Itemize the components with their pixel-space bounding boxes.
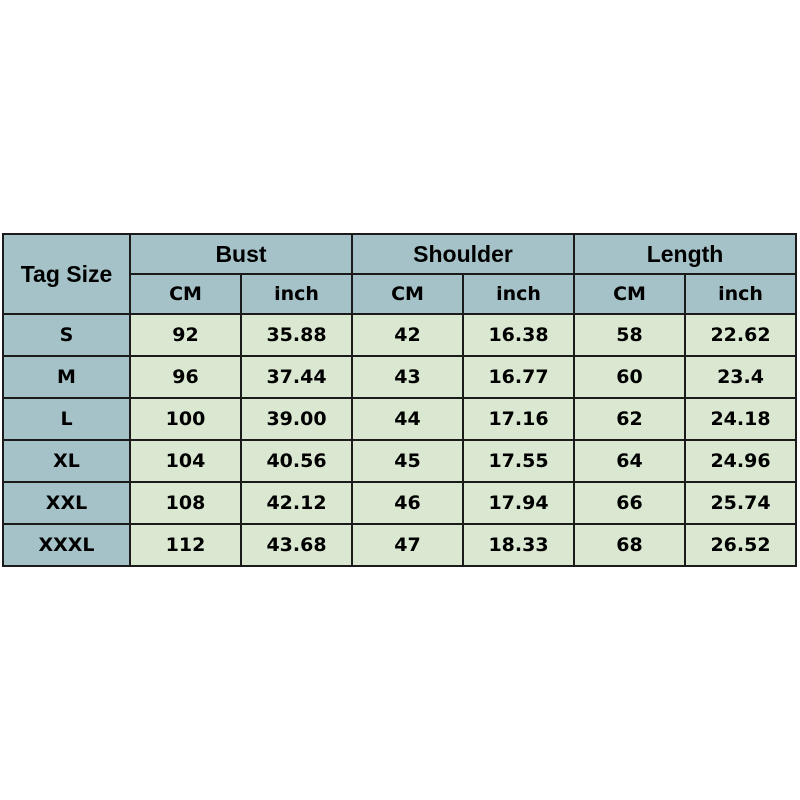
measurement-cell: 26.52 [684, 523, 798, 567]
measurement-cell: 100 [129, 397, 242, 441]
table-row: M 96 37.44 43 16.77 60 23.4 [2, 355, 798, 399]
measurement-cell: 64 [573, 439, 687, 483]
measurement-cell: 17.55 [461, 439, 576, 483]
measurement-cell: 16.38 [461, 313, 576, 357]
table-row: XXXL 112 43.68 47 18.33 68 26.52 [2, 523, 798, 567]
measurement-cell: 42 [351, 313, 464, 357]
measurement-cell: 68 [573, 523, 687, 567]
row-size-label: L [2, 397, 131, 441]
measurement-cell: 62 [573, 397, 687, 441]
measurement-cell: 112 [129, 523, 242, 567]
unit-header-bust-inch: inch [240, 273, 353, 315]
measurement-cell: 43.68 [240, 523, 353, 567]
row-size-label: M [2, 355, 131, 399]
measurement-cell: 24.96 [684, 439, 798, 483]
measurement-cell: 58 [573, 313, 687, 357]
measurement-cell: 18.33 [461, 523, 576, 567]
unit-header-length-cm: CM [573, 273, 687, 315]
measurement-cell: 17.94 [461, 481, 576, 525]
measurement-cell: 35.88 [240, 313, 353, 357]
measurement-cell: 46 [351, 481, 464, 525]
tag-size-header: Tag Size [2, 233, 131, 315]
measurement-cell: 44 [351, 397, 464, 441]
unit-header-bust-cm: CM [129, 273, 242, 315]
measurement-cell: 45 [351, 439, 464, 483]
measurement-cell: 23.4 [684, 355, 798, 399]
measurement-cell: 25.74 [684, 481, 798, 525]
column-group-length: Length [573, 233, 798, 275]
table-row: L 100 39.00 44 17.16 62 24.18 [2, 397, 798, 441]
measurement-cell: 37.44 [240, 355, 353, 399]
measurement-cell: 43 [351, 355, 464, 399]
measurement-cell: 96 [129, 355, 242, 399]
measurement-cell: 16.77 [461, 355, 576, 399]
unit-header-shoulder-cm: CM [351, 273, 464, 315]
column-group-bust: Bust [129, 233, 353, 275]
row-size-label: XXL [2, 481, 131, 525]
measurement-cell: 47 [351, 523, 464, 567]
measurement-cell: 22.62 [684, 313, 798, 357]
row-size-label: S [2, 313, 131, 357]
measurement-cell: 108 [129, 481, 242, 525]
row-size-label: XXXL [2, 523, 131, 567]
row-size-label: XL [2, 439, 131, 483]
measurement-cell: 24.18 [684, 397, 798, 441]
measurement-cell: 66 [573, 481, 687, 525]
table-row: XXL 108 42.12 46 17.94 66 25.74 [2, 481, 798, 525]
table-row: S 92 35.88 42 16.38 58 22.62 [2, 313, 798, 357]
measurement-cell: 60 [573, 355, 687, 399]
column-group-shoulder: Shoulder [350, 233, 576, 275]
size-chart-table: Tag Size Bust Shoulder Length CM inch CM… [2, 233, 798, 567]
measurement-cell: 40.56 [240, 439, 353, 483]
unit-header-shoulder-inch: inch [461, 273, 576, 315]
measurement-cell: 42.12 [240, 481, 353, 525]
unit-header-length-inch: inch [684, 273, 798, 315]
table-row: XL 104 40.56 45 17.55 64 24.96 [2, 439, 798, 483]
measurement-cell: 92 [129, 313, 242, 357]
measurement-cell: 17.16 [461, 397, 576, 441]
measurement-cell: 104 [129, 439, 242, 483]
measurement-cell: 39.00 [240, 397, 353, 441]
